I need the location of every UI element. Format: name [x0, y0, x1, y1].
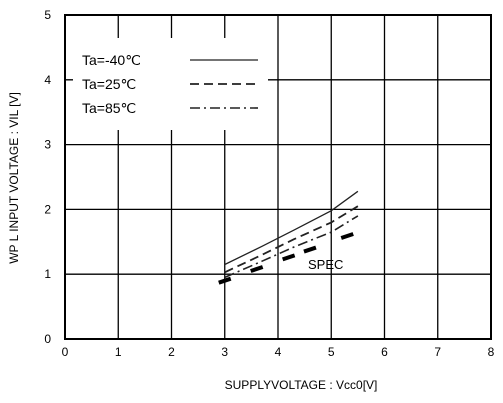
legend-label-3: Ta=85℃	[82, 100, 136, 116]
grid-lines	[64, 14, 492, 340]
x-tick-labels: 0 1 2 3 4 5 6 7 8	[62, 345, 495, 359]
y-tick-label: 4	[44, 73, 51, 87]
x-tick-label: 8	[488, 345, 495, 359]
y-axis-label: WP L INPUT VOLTAGE : VIL [V]	[7, 92, 21, 264]
y-tick-label: 2	[44, 202, 51, 216]
x-tick-label: 1	[115, 345, 122, 359]
legend-label-1: Ta=-40℃	[82, 52, 141, 68]
legend-label-2: Ta=25℃	[82, 76, 136, 92]
series-line-2	[224, 205, 359, 274]
x-tick-label: 7	[434, 345, 441, 359]
spec-marker	[303, 245, 317, 254]
series-line-1	[224, 190, 359, 266]
y-tick-label: 5	[44, 8, 51, 22]
x-tick-label: 0	[62, 345, 69, 359]
spec-label: SPEC	[308, 257, 343, 272]
x-tick-label: 2	[168, 345, 175, 359]
series-lines	[224, 190, 359, 279]
x-tick-label: 4	[275, 345, 282, 359]
x-tick-label: 6	[381, 345, 388, 359]
y-tick-labels: 0 1 2 3 4 5	[44, 8, 51, 346]
plot-frame	[64, 14, 492, 340]
series-line-3	[224, 215, 359, 279]
spec-marker	[250, 265, 264, 273]
spec-markers	[218, 232, 354, 285]
spec-marker	[340, 232, 354, 240]
x-tick-label: 3	[221, 345, 228, 359]
legend: Ta=-40℃ Ta=25℃ Ta=85℃	[73, 38, 268, 130]
x-tick-label: 5	[328, 345, 335, 359]
x-axis-label: SUPPLYVOLTAGE : Vcc0[V]	[225, 378, 378, 392]
y-tick-label: 0	[44, 332, 51, 346]
spec-marker	[218, 276, 232, 285]
spec-marker	[282, 253, 296, 262]
y-tick-label: 1	[44, 267, 51, 281]
y-tick-label: 3	[44, 138, 51, 152]
